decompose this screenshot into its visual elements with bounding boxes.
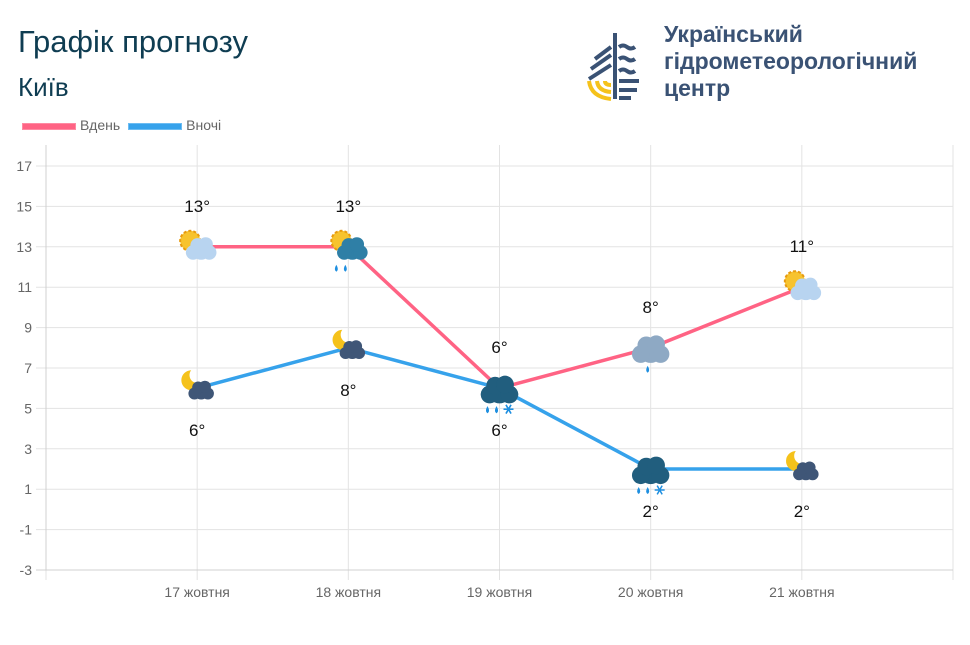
moon-cloud-icon [332, 329, 366, 360]
y-tick-label: 9 [24, 320, 32, 336]
legend-label-day: Вдень [80, 117, 121, 133]
moon-cloud-icon [786, 451, 819, 481]
rain-cloud-icon [631, 335, 670, 373]
y-tick-label: -3 [20, 562, 33, 578]
x-tick-label: 17 жовтня [164, 584, 229, 600]
x-tick-label: 18 жовтня [316, 584, 381, 600]
data-label: 2° [643, 502, 659, 521]
y-tick-label: 7 [24, 360, 32, 376]
data-label: 6° [491, 421, 507, 440]
chart-legend: Вдень Вночі [22, 117, 221, 133]
data-label: 8° [643, 298, 659, 317]
y-tick-label: -1 [20, 522, 33, 538]
y-tick-label: 11 [17, 279, 32, 295]
sun-rain-cloud-icon [330, 229, 368, 272]
page-title: Графік прогнозу [18, 24, 249, 59]
sun-cloud-icon [783, 270, 822, 301]
data-label: 6° [491, 338, 507, 357]
snowflake-icon [654, 485, 665, 495]
org-line-2: гідрометеорологічний [664, 48, 918, 74]
organization-name: Український гідрометеорологічний центр [664, 21, 917, 102]
rain-snow-cloud-icon [631, 456, 670, 495]
y-tick-label: 1 [24, 481, 32, 497]
moon-cloud-icon [181, 370, 214, 400]
org-line-3: центр [664, 75, 731, 101]
y-tick-label: 5 [24, 400, 32, 416]
data-label: 11° [790, 237, 814, 256]
data-label: 13° [184, 197, 210, 216]
city-name: Київ [18, 72, 69, 102]
legend-item-night[interactable]: Вночі [128, 117, 221, 133]
legend-item-day[interactable]: Вдень [22, 117, 120, 133]
uhmc-logo-icon [587, 33, 639, 101]
legend-label-night: Вночі [186, 117, 222, 133]
x-tick-label: 19 жовтня [467, 584, 532, 600]
y-tick-label: 13 [16, 239, 32, 255]
y-tick-label: 17 [16, 158, 32, 174]
x-tick-label: 21 жовтня [769, 584, 834, 600]
y-tick-label: 3 [24, 441, 32, 457]
data-label: 8° [340, 381, 356, 400]
sun-cloud-icon [179, 229, 217, 260]
snowflake-icon [503, 404, 514, 414]
x-tick-label: 20 жовтня [618, 584, 683, 600]
rain-snow-cloud-icon [480, 375, 519, 414]
y-tick-label: 15 [16, 198, 32, 214]
data-label: 6° [189, 421, 205, 440]
org-line-1: Український [664, 21, 803, 47]
data-label: 2° [794, 502, 810, 521]
data-label: 13° [335, 197, 361, 216]
